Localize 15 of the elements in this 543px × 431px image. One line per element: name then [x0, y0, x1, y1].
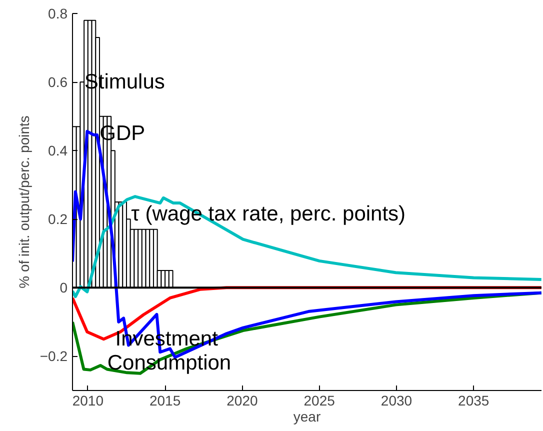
- y-tick-label: −0.2: [40, 348, 68, 364]
- y-tick-label: 0.6: [48, 74, 68, 90]
- x-tick-label: 2010: [72, 392, 104, 408]
- x-tick-label: 2025: [304, 392, 336, 408]
- x-tick-label: 2030: [380, 392, 412, 408]
- y-tick-label: 0.8: [48, 6, 68, 22]
- x-tick-label: 2020: [226, 392, 258, 408]
- x-tick-label: 2035: [458, 392, 490, 408]
- y-tick-label: 0.2: [48, 211, 68, 228]
- annotation: τ (wage tax rate, perc. points): [131, 202, 406, 226]
- y-tick-label: 0: [60, 280, 68, 296]
- y-tick-label: 0.4: [48, 142, 68, 159]
- x-tick-label: 2015: [149, 392, 181, 408]
- x-axis-title: year: [293, 408, 321, 424]
- y-axis-title: % of init. output/perc. points: [16, 116, 32, 288]
